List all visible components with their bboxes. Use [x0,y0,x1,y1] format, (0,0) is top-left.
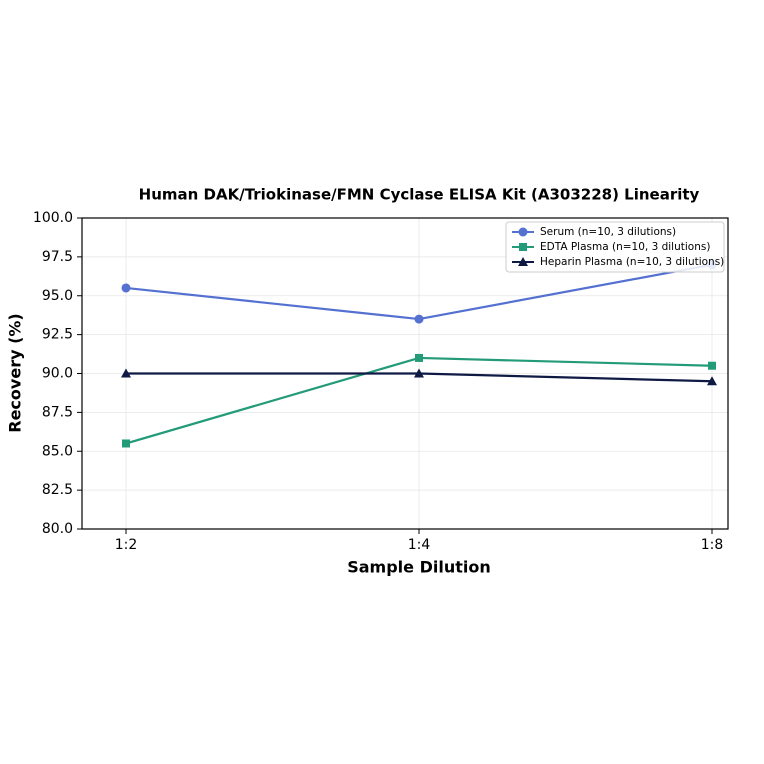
marker [708,361,716,370]
y-tick-label: 80.0 [42,521,73,537]
marker [519,243,527,251]
y-tick-label: 90.0 [42,366,73,382]
marker [518,257,528,266]
legend-label: Heparin Plasma (n=10, 3 dilutions) [540,256,724,268]
y-tick-label: 92.5 [42,327,73,343]
plot-frame [81,217,729,530]
y-tick-label: 82.5 [42,482,73,498]
x-tick-label: 1:8 [701,537,724,553]
legend-label: Serum (n=10, 3 dilutions) [540,226,676,238]
y-tick-label: 97.5 [42,249,73,265]
x-tick-label: 1:2 [115,537,138,553]
marker [122,439,130,448]
marker [518,227,528,237]
y-axis-label: Recovery (%) [6,313,25,432]
y-tick-label: 85.0 [42,443,73,459]
y-tick-label: 100.0 [33,210,73,226]
legend-label: EDTA Plasma (n=10, 3 dilutions) [540,241,710,253]
x-tick-label: 1:4 [408,537,431,553]
marker [414,368,424,378]
marker [121,368,131,378]
chart-title: Human DAK/Triokinase/FMN Cyclase ELISA K… [139,186,700,204]
marker [415,353,423,362]
legend-box [505,221,725,273]
y-tick-label: 87.5 [42,404,73,420]
y-tick-label: 95.0 [42,288,73,304]
marker [121,283,131,293]
marker [707,376,717,386]
x-axis-label: Sample Dilution [347,558,491,577]
marker [414,314,424,324]
